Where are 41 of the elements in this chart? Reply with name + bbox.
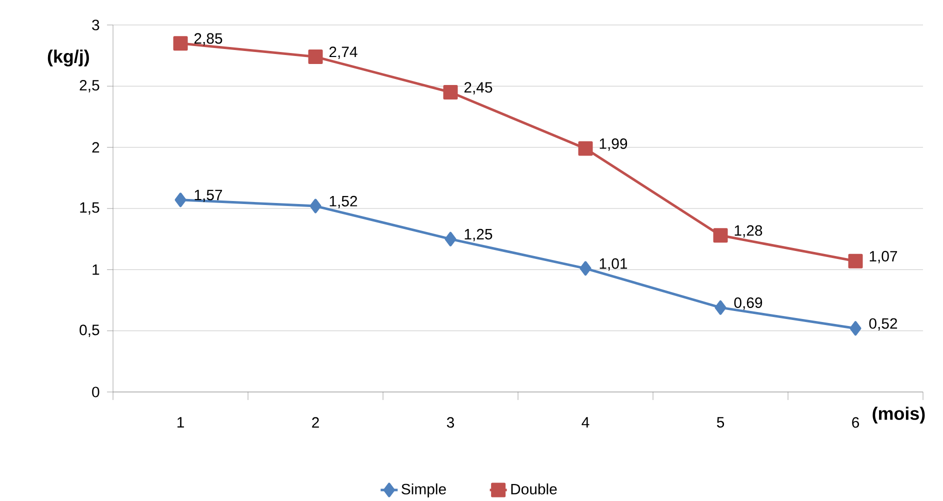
data-label: 1,25	[464, 228, 492, 242]
legend-label: Simple	[402, 483, 446, 498]
point	[848, 254, 863, 268]
y-tick-label: 3	[92, 20, 100, 30]
x-tick-label: 5	[716, 417, 724, 428]
data-label: 1,52	[330, 196, 358, 208]
data-label: 1,99	[600, 138, 628, 151]
point	[714, 300, 726, 315]
point	[580, 261, 592, 276]
point	[443, 85, 458, 100]
data-label: 2,85	[194, 33, 222, 46]
data-label: 1,01	[600, 258, 628, 271]
point	[308, 50, 323, 64]
y-tick-label: 2	[92, 142, 100, 153]
data-label: 0,52	[869, 318, 898, 331]
x-tick-label: 1	[177, 417, 184, 428]
y-axis-title: (kg/j)	[48, 50, 89, 66]
y-tick-label: 1	[92, 264, 100, 275]
data-label: 2,74	[329, 46, 358, 59]
data-label: 1,28	[734, 225, 762, 238]
data-label: 2,45	[464, 82, 492, 94]
point	[173, 36, 188, 51]
point	[578, 141, 593, 156]
y-tick-label: 0,5	[80, 324, 100, 337]
point	[174, 192, 186, 208]
data-label: 1,07	[870, 250, 898, 264]
point	[444, 232, 456, 246]
data-label: 0,69	[734, 297, 762, 310]
x-axis-title: (mois)	[872, 406, 925, 424]
x-tick-label: 4	[582, 417, 590, 428]
point	[850, 321, 862, 336]
data-label: 1,57	[194, 190, 222, 202]
legend-label: Double	[511, 483, 557, 494]
x-tick-label: 2	[312, 417, 319, 428]
point	[713, 228, 728, 243]
x-tick-label: 6	[852, 417, 860, 428]
x-tick-label: 3	[446, 417, 454, 428]
y-tick-label: 0	[92, 386, 100, 398]
y-tick-label: 1,5	[80, 202, 100, 215]
y-tick-label: 2,5	[80, 80, 100, 92]
point	[310, 198, 322, 214]
